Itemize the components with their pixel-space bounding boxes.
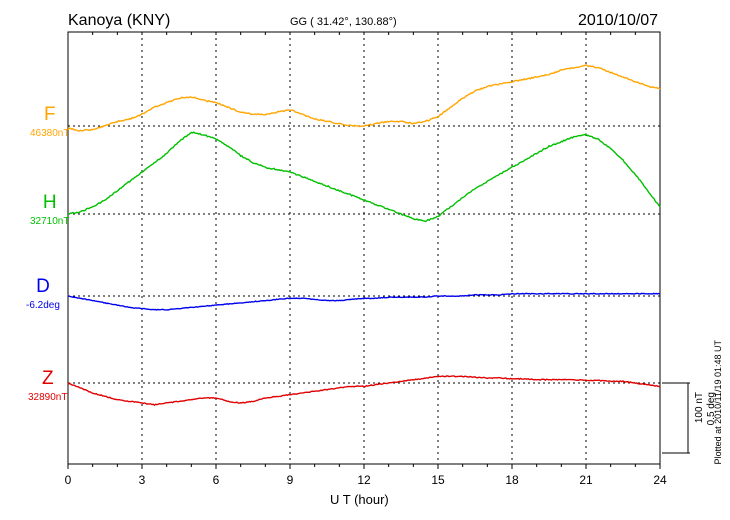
x-tick-label: 6: [213, 473, 220, 487]
coords-text: GG ( 31.42°, 130.88°): [290, 16, 397, 28]
trace-H: [67, 131, 661, 223]
x-tick-label: 12: [357, 473, 371, 487]
x-tick-label: 18: [505, 473, 519, 487]
trace-Z: [67, 375, 661, 406]
x-tick-label: 15: [431, 473, 445, 487]
component-value-H: 32710nT: [30, 216, 70, 227]
geographic-coordinates: GG ( 31.42°, 130.88°): [290, 16, 397, 28]
component-value-F: 46380nT: [30, 128, 70, 139]
component-letter-F: F: [43, 104, 56, 125]
component-label-Z: Z 32890nT: [28, 368, 67, 403]
component-letter-D: D: [36, 276, 50, 297]
x-tick-label: 24: [653, 473, 667, 487]
trace-F: [67, 64, 661, 132]
component-value-Z: 32890nT: [28, 392, 68, 403]
x-tick-label: 9: [287, 473, 294, 487]
x-axis-label: U T (hour): [330, 492, 389, 507]
date-label: 2010/10/07: [578, 12, 659, 29]
component-letter-H: H: [42, 192, 57, 213]
component-value-D: -6.2deg: [26, 300, 60, 311]
component-label-F: F 46380nT: [30, 104, 69, 139]
component-label-D: D -6.2deg: [26, 276, 60, 311]
component-letter-Z: Z: [41, 368, 54, 389]
plotted-at-label: Plotted at 2010/11/19 01:48 UT: [713, 340, 723, 465]
scale-nt-label: 100 nT: [694, 392, 705, 424]
x-tick-label: 3: [139, 473, 146, 487]
x-tick-label: 0: [65, 473, 72, 487]
component-label-H: H 32710nT: [30, 192, 69, 227]
page-title: Kanoya (KNY): [68, 12, 171, 29]
trace-D: [67, 292, 661, 311]
x-tick-label: 21: [579, 473, 593, 487]
